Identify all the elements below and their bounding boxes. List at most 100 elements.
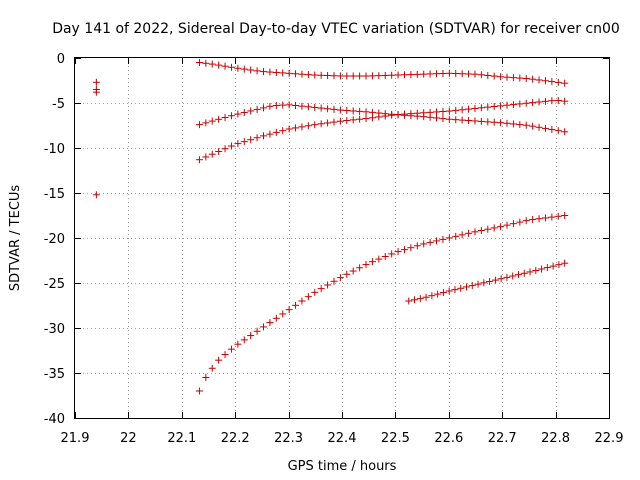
data-point-marker <box>266 68 274 76</box>
data-point-marker <box>503 221 511 229</box>
data-point-marker <box>388 71 396 79</box>
data-point-marker <box>221 351 229 359</box>
data-point-marker <box>234 340 242 348</box>
data-point-marker <box>298 123 306 131</box>
data-point-marker <box>336 117 344 125</box>
data-point-marker <box>413 242 421 250</box>
data-point-marker <box>420 240 428 248</box>
data-point-marker <box>247 136 255 144</box>
data-point-marker <box>240 138 248 146</box>
y-tick-label: -40 <box>44 412 65 427</box>
data-point-marker <box>368 114 376 122</box>
data-point-marker <box>554 127 562 135</box>
data-point-marker <box>336 72 344 80</box>
data-point-marker <box>451 286 459 294</box>
y-tick-label: -5 <box>52 97 65 112</box>
data-point-marker <box>336 274 344 282</box>
data-point-marker <box>555 261 563 269</box>
data-point-marker <box>529 216 537 224</box>
data-point-marker <box>388 250 396 258</box>
plot-frame <box>74 57 610 419</box>
data-point-marker <box>221 145 229 153</box>
data-point-marker <box>324 281 332 289</box>
data-point-marker <box>445 115 453 123</box>
data-point-marker <box>561 259 569 267</box>
x-tick-label: 22.2 <box>221 431 250 446</box>
data-point-marker <box>561 212 569 219</box>
data-point-marker <box>452 116 460 124</box>
data-point-marker <box>433 70 441 78</box>
data-point-marker <box>279 101 287 109</box>
data-point-marker <box>548 213 556 221</box>
data-point-marker <box>356 264 364 272</box>
data-point-marker <box>298 297 306 305</box>
data-point-marker <box>433 237 441 245</box>
data-point-marker <box>548 78 556 86</box>
data-point-marker <box>503 273 511 281</box>
y-tick-label: -30 <box>44 322 65 337</box>
data-point-marker <box>285 125 293 133</box>
data-point-marker <box>535 76 543 84</box>
data-point-marker <box>526 268 534 276</box>
data-point-marker <box>202 59 210 67</box>
data-point-marker <box>227 112 235 120</box>
data-point-marker <box>541 77 549 85</box>
data-point-marker <box>272 101 280 109</box>
data-point-marker <box>208 150 216 158</box>
data-point-marker <box>349 267 357 275</box>
data-point-marker <box>471 70 479 78</box>
data-point-marker <box>548 97 556 105</box>
series-arc-lower-middle <box>195 97 569 164</box>
axis-ticks <box>75 58 610 419</box>
data-point-marker <box>477 227 485 235</box>
data-point-marker <box>195 59 203 66</box>
data-point-marker <box>529 75 537 83</box>
data-point-marker <box>538 265 546 273</box>
data-point-marker <box>471 117 479 125</box>
data-point-marker <box>215 356 223 364</box>
data-point-marker <box>260 104 268 112</box>
data-point-marker <box>516 218 524 226</box>
data-point-marker <box>227 142 235 150</box>
data-point-marker <box>240 109 248 117</box>
data-point-marker <box>490 72 498 80</box>
data-point-marker <box>509 74 517 82</box>
data-point-marker <box>490 224 498 232</box>
data-point-marker <box>426 238 434 246</box>
x-tick-label: 22.5 <box>381 431 410 446</box>
data-point-marker <box>317 71 325 79</box>
data-point-marker <box>561 79 569 87</box>
data-point-marker <box>434 290 442 298</box>
y-tick-label: -15 <box>44 187 65 202</box>
series-arc-upper-middle <box>195 101 569 136</box>
data-point-marker <box>411 296 419 304</box>
data-point-marker <box>324 119 332 127</box>
data-point-marker <box>324 105 332 113</box>
data-point-marker <box>279 69 287 77</box>
data-point-marker <box>227 63 235 71</box>
data-point-marker <box>292 102 300 110</box>
data-point-marker <box>356 72 364 80</box>
grid-lines <box>75 58 609 418</box>
data-point-marker <box>439 69 447 77</box>
data-point-marker <box>484 118 492 126</box>
data-point-marker <box>215 147 223 155</box>
data-point-marker <box>405 297 413 305</box>
data-point-marker <box>362 108 370 116</box>
data-point-marker <box>381 71 389 79</box>
data-point-marker <box>439 107 447 115</box>
data-point-marker <box>407 110 415 118</box>
data-point-marker <box>480 279 488 287</box>
data-point-marker <box>452 70 460 78</box>
data-point-marker <box>471 228 479 236</box>
y-tick-label: -25 <box>44 277 65 292</box>
data-point-marker <box>324 72 332 80</box>
data-point-marker <box>400 246 408 254</box>
data-point-marker <box>535 123 543 131</box>
data-point-marker <box>260 68 268 76</box>
data-point-marker <box>215 61 223 69</box>
data-point-marker <box>260 323 268 331</box>
data-point-marker <box>343 117 351 125</box>
data-point-marker <box>484 225 492 233</box>
